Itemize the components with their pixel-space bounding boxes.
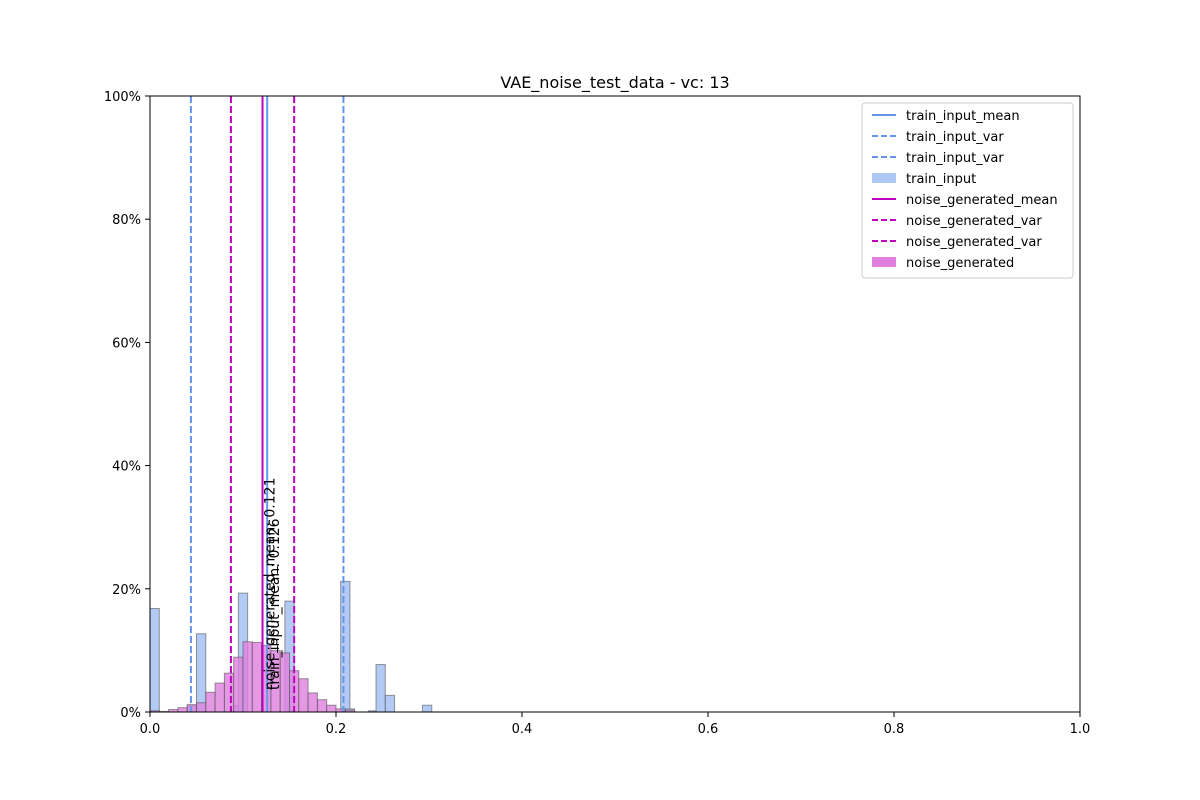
noise_generated-bar	[205, 691, 216, 713]
noise_generated-bar	[307, 692, 318, 713]
train_input-bar	[149, 608, 160, 713]
train_input-bar	[384, 694, 396, 713]
noise_generated-bar	[196, 702, 207, 713]
plot-frame	[149, 95, 1081, 713]
train_input-bar	[375, 664, 386, 713]
y-tick-label: 40%	[112, 460, 141, 475]
y-tick-label: 60%	[112, 336, 141, 351]
axes-layer: 0.0 0.2 0.4 0.6 0.8 1.0 0% 20% 40% 60% 80% 100%	[104, 90, 1091, 737]
legend-label: noise_generated_var	[906, 235, 1042, 250]
noise_generated-bar	[233, 656, 244, 713]
y-tick-label: 80%	[112, 213, 141, 228]
y-tick-label: 0%	[120, 706, 141, 721]
noise_generated-bar	[223, 672, 235, 713]
x-tick-label: 0.8	[884, 722, 905, 737]
legend-patch-swatch	[872, 257, 896, 267]
noise_generated-bar	[326, 704, 337, 713]
bars-layer	[149, 580, 433, 713]
x-tick-label: 0.4	[512, 722, 533, 737]
annotations-layer: noise_generated_mean: 0.121train_input_m…	[263, 478, 284, 691]
legend-label: noise_generated_var	[906, 214, 1042, 229]
noise_generated-bar	[214, 682, 225, 713]
noise_generated-bar	[251, 641, 263, 713]
x-tick-label: 0.2	[326, 722, 347, 737]
chart-title: VAE_noise_test_data - vc: 13	[500, 73, 729, 93]
legend-label: train_input_mean	[906, 109, 1020, 124]
legend-patch-swatch	[872, 173, 896, 183]
legend-label: noise_generated_mean	[906, 193, 1058, 208]
y-tick-label: 20%	[112, 583, 141, 598]
x-tick-label: 1.0	[1070, 722, 1091, 737]
x-tick-label: 0.0	[140, 722, 161, 737]
legend-box	[861, 102, 1074, 279]
train_input-bar	[421, 704, 433, 713]
legend-label: train_input	[906, 172, 976, 187]
vlines-layer	[189, 96, 345, 712]
x-tick-label: 0.6	[698, 722, 719, 737]
mean-annotation: train_input_mean: 0.126	[267, 518, 283, 690]
noise_generated-bar	[316, 699, 328, 713]
y-tick-label: 100%	[104, 90, 141, 105]
train_input-bar	[196, 633, 207, 713]
legend-label: train_input_var	[906, 151, 1004, 166]
noise_generated-bar	[177, 707, 188, 713]
mean-annotation: noise_generated_mean: 0.121	[263, 478, 279, 691]
train_input-bar	[340, 580, 351, 713]
legend-label: noise_generated	[906, 256, 1014, 271]
legend-label: train_input_var	[906, 130, 1004, 145]
noise_generated-bar	[242, 641, 253, 713]
legend: train_input_mean train_input_var train_inp…	[861, 102, 1074, 279]
noise_generated-bar	[298, 678, 309, 713]
